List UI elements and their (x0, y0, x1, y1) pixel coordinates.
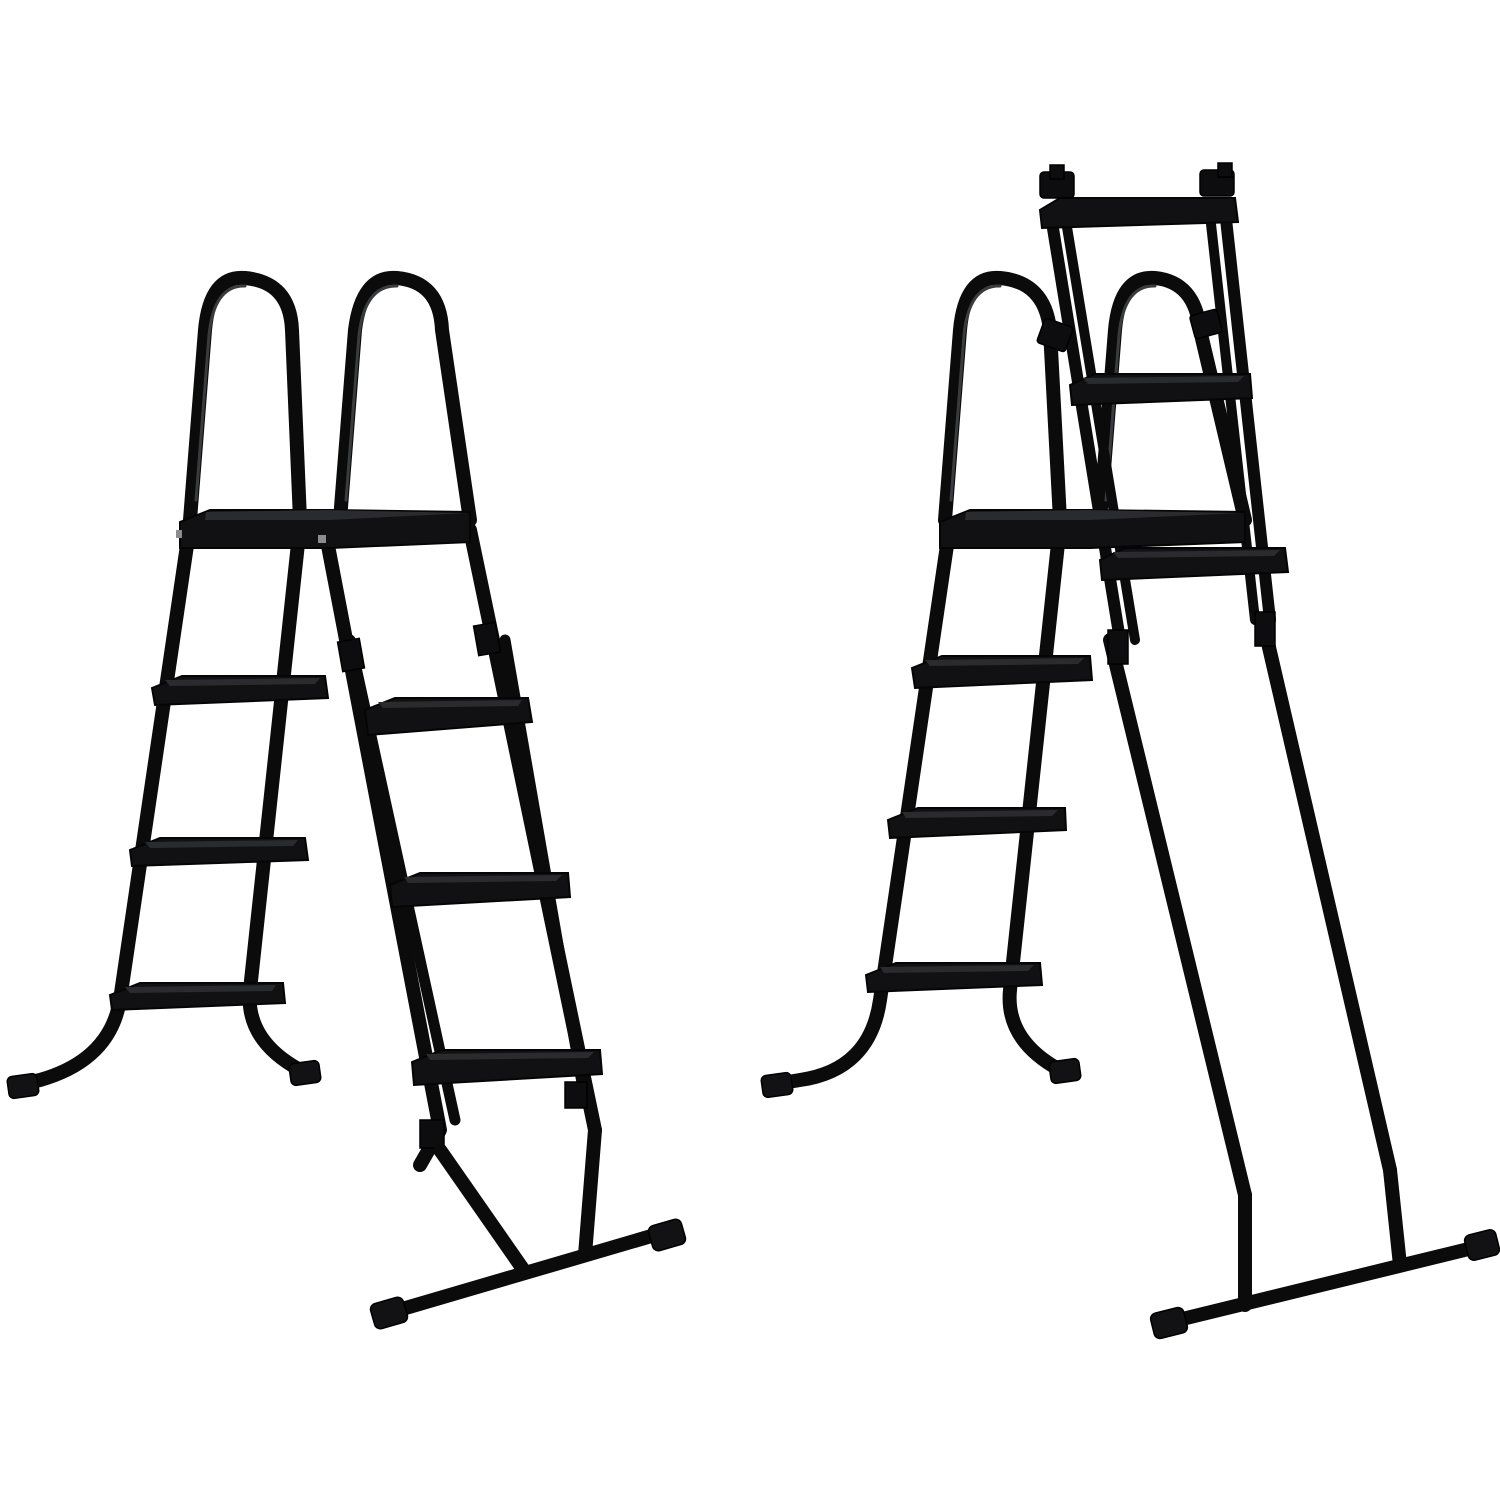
outer-step-2 (128, 837, 310, 868)
inner-step-1 (363, 697, 534, 737)
bottom-bar (369, 1123, 687, 1330)
outer-step-1 (150, 675, 330, 707)
folded-ladder (6, 270, 687, 1330)
inner-step-2 (388, 872, 572, 909)
handrail-right (1093, 270, 1252, 527)
bottom-bar (1149, 1163, 1500, 1340)
extension-step-2 (1098, 547, 1290, 582)
handrail-left (938, 270, 1067, 527)
handrail-left (183, 270, 307, 527)
outer-step-3 (864, 962, 1044, 994)
inner-step-3 (410, 1049, 604, 1087)
extension-step-1 (1068, 373, 1254, 407)
outer-step-1 (910, 655, 1094, 690)
outer-step-3 (108, 982, 287, 1012)
outer-step-2 (886, 807, 1068, 840)
top-platform (176, 509, 471, 549)
handrail-right (333, 270, 477, 527)
extension-top-bar (1038, 162, 1240, 230)
extended-ladder (760, 162, 1500, 1340)
top-platform (939, 509, 1246, 549)
